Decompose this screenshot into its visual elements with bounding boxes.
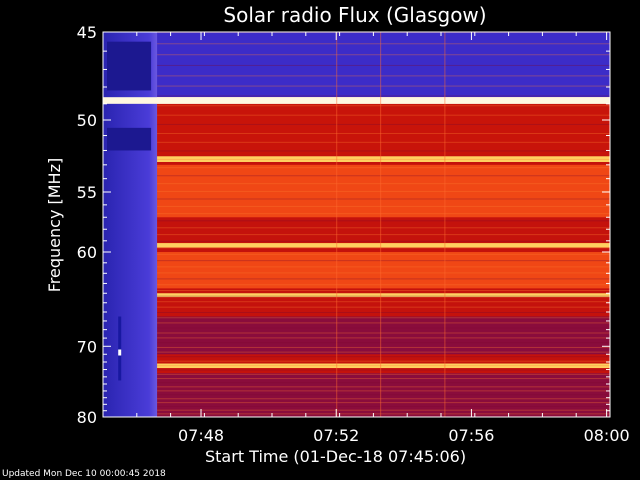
vertical-artifact (336, 32, 338, 417)
noise-streak (103, 306, 610, 308)
noise-streak (103, 266, 610, 268)
x-axis-label: Start Time (01-Dec-18 07:45:06) (205, 447, 466, 466)
noise-streak (103, 360, 610, 362)
noise-streak (103, 132, 610, 134)
noise-streak (103, 114, 610, 116)
y-axis-label: Frequency [MHz] (45, 158, 64, 292)
noise-streak (103, 369, 610, 371)
y-tick-label: 60 (77, 243, 97, 262)
axes: 45 50 55 60 70 80 07:48 07:52 07:56 08:00 (77, 23, 630, 445)
noise-streak (103, 247, 610, 249)
noise-streak (103, 295, 610, 297)
frequency-band-6 (103, 243, 610, 248)
noise-streak (103, 253, 610, 255)
frequency-band-1 (103, 32, 610, 98)
frequency-band-3 (103, 103, 610, 155)
x-tick-label: 07:52 (313, 426, 359, 445)
frequency-band-4 (103, 156, 610, 162)
x-tick-label: 07:48 (178, 426, 224, 445)
noise-streak (103, 365, 610, 367)
noise-streak (103, 167, 610, 169)
chart-title: Solar radio Flux (Glasgow) (223, 3, 486, 27)
noise-streak (103, 43, 610, 45)
noise-streak (103, 322, 610, 324)
data-gap-marker (118, 316, 122, 381)
noise-streak (103, 317, 610, 319)
noise-streak (103, 342, 610, 344)
noise-streak (103, 405, 610, 407)
noise-streak (103, 327, 610, 329)
data-gap-dark-block (107, 127, 152, 151)
noise-streak (103, 337, 610, 339)
frequency-band-11 (103, 373, 610, 417)
noise-streak (103, 351, 610, 353)
noise-streak (103, 413, 610, 415)
noise-streak (103, 158, 610, 160)
noise-streak (103, 301, 610, 303)
noise-streak (103, 54, 610, 56)
noise-streak (103, 356, 610, 358)
noise-streak (103, 284, 610, 286)
noise-streak (103, 75, 610, 77)
frequency-band-10 (103, 363, 610, 369)
noise-streak (103, 378, 610, 380)
noise-streak (103, 260, 610, 262)
updated-timestamp: Updated Mon Dec 10 00:00:45 2018 (2, 469, 166, 479)
x-tick-label: 08:00 (584, 426, 630, 445)
noise-streak (103, 346, 610, 348)
frequency-band-9 (103, 316, 610, 355)
noise-streak (103, 205, 610, 207)
noise-streak (103, 386, 610, 388)
noise-streak (103, 382, 610, 384)
noise-streak (103, 141, 610, 143)
frequency-band-7 (103, 252, 610, 289)
data-gap-dark-block (107, 41, 152, 91)
noise-streak (103, 227, 610, 229)
y-tick-label: 55 (77, 183, 97, 202)
noise-streak (103, 85, 610, 87)
noise-streak (103, 373, 610, 375)
y-tick-label: 80 (77, 408, 97, 427)
noise-streak (103, 272, 610, 274)
plot-area (103, 32, 610, 417)
axes-frame (102, 31, 611, 418)
noise-streak (103, 183, 610, 185)
frequency-band-8 (103, 293, 610, 298)
noise-streak (103, 278, 610, 280)
y-tick-label: 50 (77, 111, 97, 130)
interference-line (103, 97, 610, 104)
noise-streak (103, 402, 610, 404)
noise-streak (103, 312, 610, 313)
noise-streak (103, 234, 610, 236)
noise-streak (103, 105, 610, 107)
y-tick-label: 70 (77, 337, 97, 356)
frequency-band-5 (103, 164, 610, 218)
noise-streak (103, 220, 610, 222)
noise-streak (103, 332, 610, 334)
noise-streak (103, 198, 610, 200)
noise-streak (103, 64, 610, 66)
x-tick-label: 07:56 (448, 426, 494, 445)
noise-streak (103, 290, 610, 292)
noise-streak (103, 394, 610, 396)
data-gap-region (103, 32, 158, 417)
noise-streak (103, 123, 610, 125)
noise-streak (103, 95, 610, 97)
y-tick-label: 45 (77, 23, 97, 42)
noise-streak (103, 398, 610, 400)
data-gap-marker (118, 349, 122, 356)
noise-streak (103, 213, 610, 215)
noise-streak (103, 190, 610, 192)
noise-streak (103, 240, 610, 242)
vertical-artifact (380, 32, 382, 417)
noise-streak (103, 409, 610, 411)
noise-streak (103, 390, 610, 392)
noise-streak (103, 175, 610, 177)
noise-streak (103, 150, 610, 152)
vertical-artifact (444, 32, 446, 417)
